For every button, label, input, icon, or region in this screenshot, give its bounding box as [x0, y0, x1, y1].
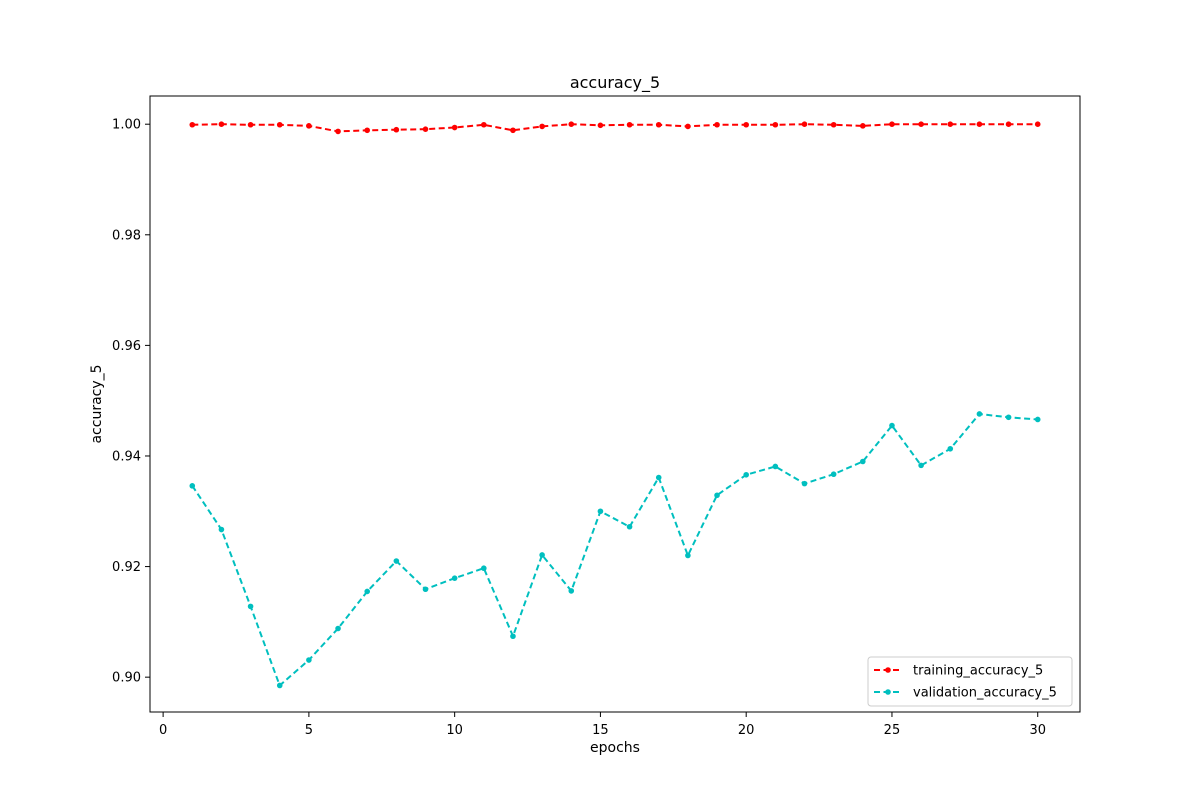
data-point: [218, 526, 225, 533]
y-tick-label: 0.94: [112, 449, 141, 464]
data-point: [830, 471, 837, 478]
plot-area-frame: [149, 95, 1081, 713]
legend: training_accuracy_5 validation_accuracy_5: [867, 656, 1073, 707]
data-point: [539, 552, 545, 558]
legend-swatch-marker: [885, 667, 891, 673]
data-point: [422, 126, 429, 132]
data-point: [1034, 121, 1041, 128]
data-point: [714, 121, 720, 128]
data-point: [685, 552, 691, 559]
y-tick-label: 0.92: [112, 560, 141, 575]
y-tick-label: 0.98: [112, 228, 141, 243]
data-point: [189, 121, 196, 128]
data-point: [335, 128, 341, 135]
x-tick-label: 30: [1029, 723, 1046, 738]
x-tick-label: 5: [305, 723, 313, 738]
data-point: [860, 458, 866, 465]
data-point: [626, 121, 633, 128]
legend-entry: training_accuracy_5: [874, 664, 1043, 679]
data-point: [247, 603, 254, 610]
series-line-validation_accuracy_5: [191, 412, 1038, 688]
legend-label: validation_accuracy_5: [913, 686, 1057, 701]
legend-label: training_accuracy_5: [913, 664, 1043, 679]
data-point: [714, 492, 720, 499]
legend-entry: validation_accuracy_5: [874, 686, 1057, 701]
data-point: [481, 121, 487, 128]
data-point: [306, 123, 312, 129]
data-point: [772, 463, 779, 470]
data-point: [655, 474, 662, 481]
legend-entries: training_accuracy_5 validation_accuracy_5: [874, 664, 1057, 701]
data-point: [568, 588, 575, 594]
data-point: [976, 411, 983, 417]
chart-title: accuracy_5: [570, 73, 660, 93]
data-point: [743, 121, 749, 128]
x-tick-label: 25: [884, 723, 901, 738]
x-tick-label: 0: [159, 723, 167, 738]
data-point: [393, 126, 400, 133]
data-point: [306, 657, 312, 663]
data-point: [889, 422, 895, 429]
data-point: [597, 508, 604, 515]
series-validation_accuracy_5: [189, 411, 1041, 689]
data-point: [918, 121, 924, 128]
data-point: [364, 588, 370, 595]
x-axis-ticks: 0 5 10 15 20 25 30: [159, 712, 1046, 738]
series-training_accuracy_5: [189, 121, 1041, 135]
data-point: [626, 523, 633, 530]
legend-swatch-marker: [885, 689, 891, 695]
data-point: [539, 123, 545, 130]
data-point: [743, 471, 749, 478]
data-point: [918, 462, 924, 469]
y-tick-label: 1.00: [112, 118, 141, 133]
y-tick-label: 0.96: [112, 339, 141, 354]
data-point: [1005, 414, 1012, 421]
data-point: [451, 575, 458, 581]
data-point: [451, 124, 458, 131]
data-point: [976, 121, 983, 128]
data-point: [510, 127, 516, 134]
data-point: [801, 121, 808, 128]
legend-box: [867, 656, 1073, 707]
data-point: [422, 586, 429, 593]
y-axis-ticks: 0.90 0.92 0.94 0.96 0.98 1.00: [112, 118, 150, 686]
data-point: [364, 127, 370, 134]
data-point: [481, 565, 487, 572]
y-axis-label: accuracy_5: [89, 364, 105, 443]
data-point: [655, 121, 662, 128]
data-point: [889, 121, 895, 128]
data-point: [393, 558, 400, 564]
data-point: [860, 123, 866, 129]
x-tick-label: 20: [738, 723, 755, 738]
data-point: [276, 121, 283, 128]
data-point: [947, 445, 954, 452]
series-line-training_accuracy_5: [192, 123, 1038, 133]
data-point: [1005, 121, 1012, 128]
data-point: [597, 122, 604, 129]
data-point: [218, 121, 225, 128]
data-point: [510, 633, 516, 640]
data-point: [1034, 416, 1041, 423]
data-point: [947, 121, 954, 128]
data-point: [830, 121, 837, 128]
data-point: [335, 625, 341, 632]
data-point: [685, 123, 691, 130]
y-tick-label: 0.90: [112, 671, 141, 686]
series-layer: [189, 121, 1041, 689]
x-axis-label: epochs: [590, 740, 640, 756]
data-point: [772, 121, 779, 128]
data-point: [276, 682, 283, 689]
data-point: [247, 121, 254, 128]
data-point: [189, 483, 196, 489]
data-point: [801, 480, 808, 487]
data-point: [568, 121, 575, 128]
x-tick-label: 15: [592, 723, 609, 738]
x-tick-label: 10: [446, 723, 463, 738]
